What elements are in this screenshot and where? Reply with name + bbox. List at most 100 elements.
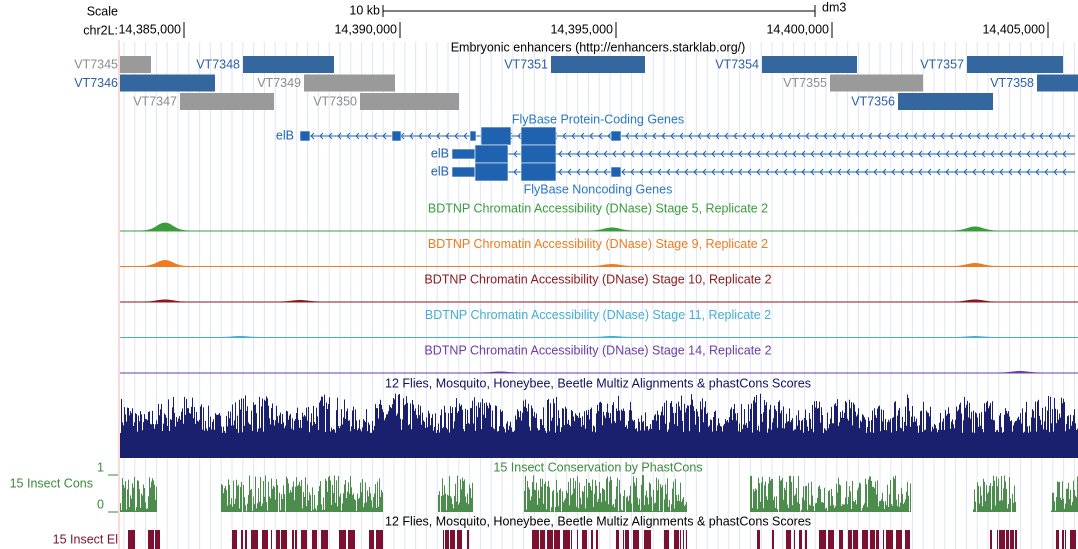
strand-arrow [738,150,743,158]
element [633,530,639,549]
strand-arrow [810,150,815,158]
element [262,530,268,549]
strand-arrow [1048,132,1053,140]
element [148,530,154,549]
strand-arrow [823,132,828,140]
strand-arrow [1012,132,1017,140]
element [540,530,545,549]
strand-arrow [972,168,977,176]
strand-arrow [990,168,995,176]
strand-arrow [612,150,617,158]
element [321,530,328,549]
element [853,530,858,549]
strand-arrow [819,168,824,176]
element [532,530,539,549]
track-label: 15 Insect Cons [10,476,93,490]
track-title: 12 Flies, Mosquito, Honeybee, Beetle Mul… [385,376,811,390]
strand-arrow [1017,168,1022,176]
element [876,530,879,549]
dnase-signal [120,335,1078,338]
strand-arrow [706,132,711,140]
enhancer-label: VT7351 [504,57,548,71]
strand-arrow [603,150,608,158]
strand-arrow [652,132,657,140]
dnase-signal [120,299,1078,303]
strand-arrow [427,132,432,140]
strand-arrow [585,150,590,158]
element [686,530,687,549]
strand-arrow [922,132,927,140]
element [301,530,307,549]
element [232,530,237,549]
strand-arrow [1017,150,1022,158]
strand-arrow [864,168,869,176]
element [591,530,593,549]
strand-arrow [621,150,626,158]
exon [299,130,311,142]
element [295,530,297,549]
strand-arrow [819,150,824,158]
strand-arrow [310,132,315,140]
strand-arrow [904,132,909,140]
strand-arrow [585,168,590,176]
strand-arrow [810,168,815,176]
strand-arrow [814,132,819,140]
enhancer-label: VT7357 [920,57,964,71]
strand-arrow [688,132,693,140]
strand-arrow [684,168,689,176]
element [794,530,795,549]
track-title: FlyBase Noncoding Genes [524,182,673,196]
strand-arrow [792,168,797,176]
element [245,530,247,549]
gene-label: elB [431,164,449,178]
strand-arrow [670,132,675,140]
strand-arrow [841,132,846,140]
strand-arrow [738,168,743,176]
element [862,530,868,549]
strand-arrow [1030,132,1035,140]
element [886,530,893,549]
element [1062,530,1064,549]
multiz-signal [120,393,1078,458]
strand-arrow [1003,132,1008,140]
track-title: 15 Insect Conservation by PhastCons [493,460,702,474]
strand-arrow [355,132,360,140]
strand-arrow [373,132,378,140]
exon [480,126,512,146]
enhancer [762,56,857,73]
enhancer [551,56,645,73]
strand-arrow [693,150,698,158]
element [883,530,884,549]
element [848,530,852,549]
element [870,530,875,549]
strand-arrow [643,132,648,140]
strand-arrow [1026,168,1031,176]
element [819,530,826,549]
strand-arrow [837,168,842,176]
strand-arrow [999,150,1004,158]
gene-label: elB [431,146,449,160]
strand-arrow [513,168,518,176]
track-title: Embryonic enhancers (http://enhancers.st… [451,40,746,54]
strand-arrow [828,150,833,158]
axis-max: 1 [97,460,104,474]
element [997,530,998,549]
strand-arrow [630,168,635,176]
strand-arrow [976,132,981,140]
strand-arrow [945,168,950,176]
element [799,530,802,549]
strand-arrow [720,150,725,158]
strand-arrow [778,132,783,140]
strand-arrow [891,168,896,176]
element [1070,530,1076,549]
strand-arrow [603,168,608,176]
strand-arrow [729,150,734,158]
strand-arrow [639,168,644,176]
enhancer [967,56,1063,73]
element [905,530,910,549]
strand-arrow [756,168,761,176]
strand-arrow [594,168,599,176]
strand-arrow [558,168,563,176]
strand-arrow [756,150,761,158]
enhancer-label: VT7354 [715,57,759,71]
